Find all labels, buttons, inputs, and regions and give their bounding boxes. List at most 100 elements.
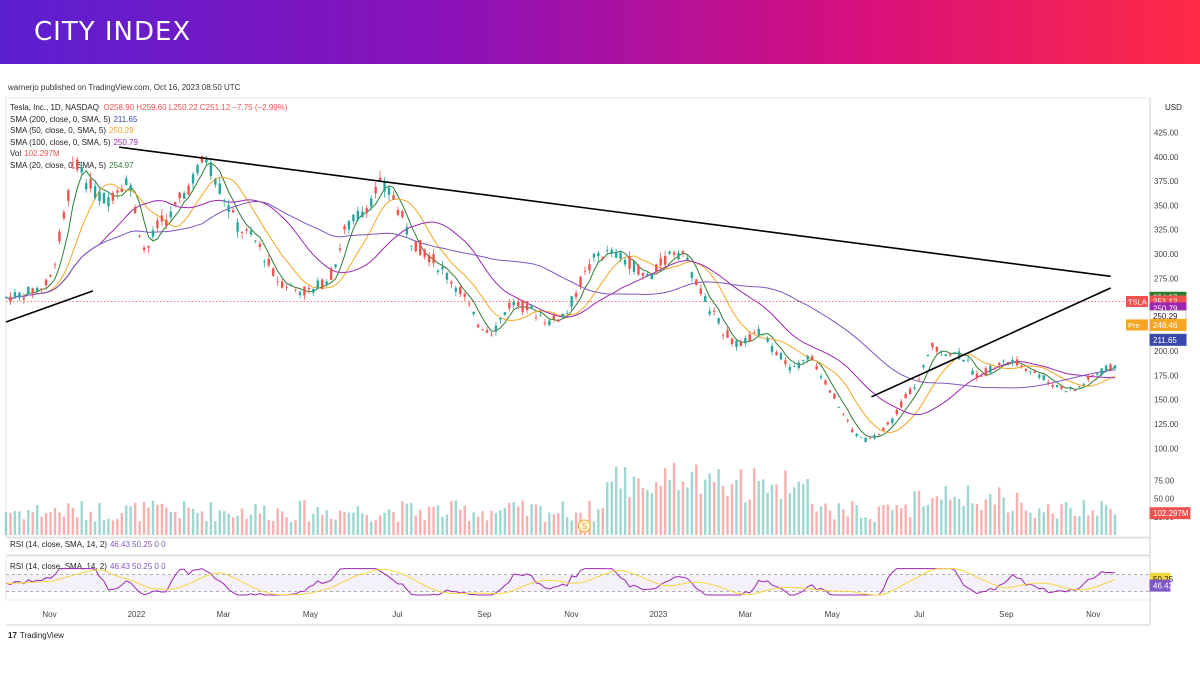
candle-body	[165, 219, 168, 226]
candle-body	[1087, 375, 1090, 380]
candle-body	[935, 347, 939, 352]
volume-bar	[868, 519, 872, 535]
volume-bar	[4, 512, 8, 535]
candle-body	[441, 266, 444, 270]
volume-bar	[120, 513, 123, 535]
volume-bar	[76, 517, 79, 535]
volume-bar	[565, 517, 569, 535]
candle-body	[316, 280, 319, 289]
candle-body	[196, 164, 199, 174]
candle-body	[120, 189, 123, 193]
candle-body	[721, 335, 725, 337]
volume-bar	[779, 499, 783, 535]
volume-bar	[900, 508, 903, 535]
candle-body	[846, 420, 849, 422]
candle-body	[730, 338, 734, 344]
volume-bar	[267, 520, 270, 535]
candle-body	[307, 288, 311, 290]
volume-bar	[1095, 515, 1099, 535]
price-tick-label: 300.00	[1154, 250, 1179, 259]
candle-body	[258, 243, 262, 248]
rsi-sma-line	[5, 568, 1116, 596]
candle-body	[35, 288, 39, 293]
volume-bar	[494, 513, 498, 535]
candle-body	[156, 220, 159, 228]
volume-bar	[125, 505, 128, 535]
volume-bar	[67, 503, 70, 535]
candle-body	[490, 334, 493, 336]
candle-body	[824, 380, 827, 385]
volume-bar	[601, 507, 605, 535]
candle-body	[646, 273, 649, 276]
candle-body	[467, 303, 471, 305]
volume-bar	[445, 514, 449, 535]
volume-bar	[1055, 518, 1059, 535]
candle-body	[842, 413, 845, 415]
time-tick-label: May	[825, 610, 840, 619]
volume-bar	[499, 510, 502, 535]
candle-body	[1038, 374, 1041, 378]
volume-bar	[258, 513, 262, 535]
candle-body	[133, 206, 137, 214]
candle-body	[922, 365, 925, 368]
candle-body	[632, 261, 636, 272]
volume-bar	[966, 485, 970, 535]
volume-bar	[610, 481, 613, 535]
candle-body	[940, 351, 943, 353]
candle-body	[245, 229, 248, 231]
candle-body	[476, 324, 480, 328]
volume-bar	[1073, 515, 1077, 535]
volume-bar	[427, 506, 431, 535]
candle-body	[530, 304, 533, 308]
volume-bar	[904, 504, 907, 535]
candle-body	[868, 437, 872, 439]
candle-body	[27, 286, 30, 294]
time-tick-label: Jul	[914, 610, 924, 619]
volume-bar	[174, 511, 177, 535]
candle-body	[62, 212, 66, 219]
legend-sma20: SMA (20, close, 0, SMA, 5) 254.97	[10, 160, 134, 170]
candle-body	[200, 156, 204, 163]
candle-body	[410, 245, 413, 247]
candle-body	[107, 197, 110, 207]
volume-bar	[432, 506, 435, 535]
candle-body	[227, 205, 230, 212]
volume-bar	[1100, 500, 1103, 535]
candle-body	[815, 366, 818, 370]
candle-body	[637, 265, 640, 275]
candle-body	[223, 200, 226, 202]
candle-body	[40, 288, 43, 290]
volume-bar	[935, 496, 939, 535]
candle-body	[285, 286, 288, 288]
volume-bar	[316, 507, 319, 535]
sma50-line	[5, 176, 1116, 434]
rsi-line	[5, 568, 1116, 596]
volume-bar	[851, 501, 854, 535]
volume-bar	[133, 502, 137, 535]
time-tick-label: Mar	[217, 610, 231, 619]
volume-bar	[178, 518, 181, 535]
candle-body	[966, 359, 970, 361]
time-tick-label: Nov	[1086, 610, 1100, 619]
price-tick-label: 175.00	[1154, 371, 1179, 380]
volume-bar	[89, 511, 92, 535]
candle-body	[1033, 369, 1037, 373]
volume-bar	[370, 521, 373, 535]
candle-body	[1051, 385, 1054, 388]
candle-body	[472, 311, 475, 315]
volume-bar	[655, 481, 658, 535]
volume-bar	[459, 509, 462, 535]
volume-bar	[508, 502, 511, 535]
candle-body	[797, 362, 800, 369]
candle-body	[392, 195, 395, 200]
volume-bar	[833, 519, 836, 535]
candle-body	[231, 210, 235, 213]
price-pane-frame	[5, 97, 1151, 538]
candle-body	[579, 276, 582, 287]
volume-bar	[102, 520, 106, 535]
candle-body	[503, 312, 507, 315]
volume-bar	[819, 506, 823, 535]
volume-bar	[312, 513, 315, 535]
price-badge: 211.65	[1153, 336, 1177, 345]
